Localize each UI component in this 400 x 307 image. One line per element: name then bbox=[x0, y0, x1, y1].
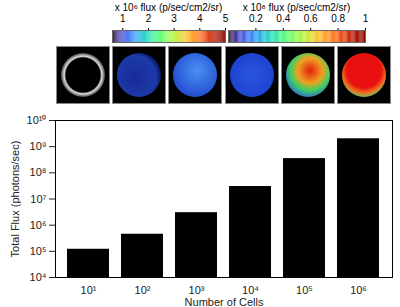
svg-text:4: 4 bbox=[197, 14, 203, 24]
svg-text:10⁴: 10⁴ bbox=[242, 284, 259, 296]
svg-text:10²: 10² bbox=[135, 284, 151, 296]
svg-text:Number of Cells: Number of Cells bbox=[185, 296, 264, 307]
svg-text:5: 5 bbox=[223, 14, 229, 24]
svg-text:1: 1 bbox=[120, 14, 126, 24]
svg-text:0.4: 0.4 bbox=[276, 14, 290, 24]
svg-text:0.6: 0.6 bbox=[304, 14, 318, 24]
svg-text:0.8: 0.8 bbox=[331, 14, 345, 24]
svg-text:Total Flux (photons/sec): Total Flux (photons/sec) bbox=[9, 141, 21, 258]
svg-text:10⁶: 10⁶ bbox=[350, 284, 367, 296]
svg-text:10⁶: 10⁶ bbox=[30, 219, 47, 231]
svg-text:10⁴: 10⁴ bbox=[30, 271, 47, 283]
svg-text:10⁹: 10⁹ bbox=[30, 140, 47, 152]
svg-text:10⁸: 10⁸ bbox=[30, 166, 47, 178]
html-text:x 10⁶ flux (p/sec/cm2/sr): x 10⁶ flux (p/sec/cm2/sr) bbox=[114, 2, 223, 13]
svg-text:10³: 10³ bbox=[189, 284, 205, 296]
svg-text:0.2: 0.2 bbox=[249, 14, 263, 24]
svg-text:10¹⁰: 10¹⁰ bbox=[27, 114, 47, 126]
svg-text:1: 1 bbox=[363, 14, 369, 24]
svg-text:2: 2 bbox=[146, 14, 152, 24]
html-text:x 10⁸ flux (p/sec/cm2/sr): x 10⁸ flux (p/sec/cm2/sr) bbox=[242, 2, 351, 13]
svg-text:10⁵: 10⁵ bbox=[30, 245, 47, 257]
svg-text:10⁵: 10⁵ bbox=[296, 284, 313, 296]
svg-text:10¹: 10¹ bbox=[81, 284, 97, 296]
svg-text:3: 3 bbox=[171, 14, 177, 24]
svg-text:10⁷: 10⁷ bbox=[30, 193, 46, 205]
